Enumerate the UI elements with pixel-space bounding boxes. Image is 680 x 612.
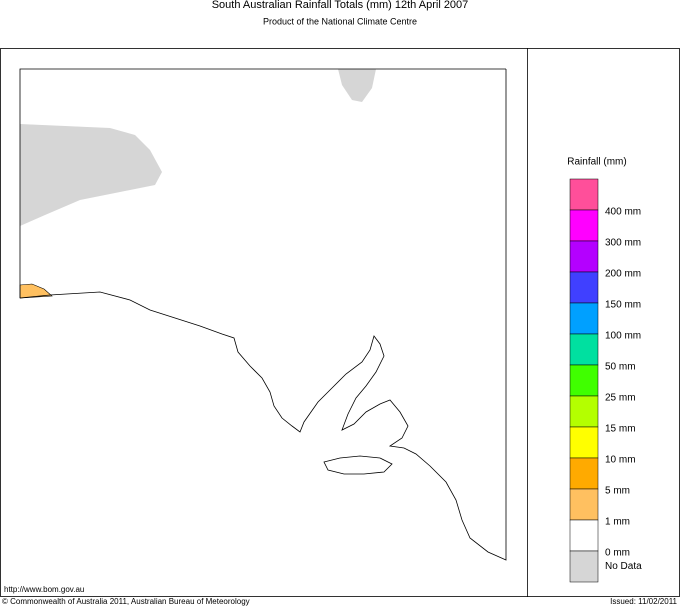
legend-label: 100 mm [605,331,641,342]
legend-label: No Data [605,561,642,572]
legend-label: 300 mm [605,238,641,249]
legend-swatch [569,271,599,304]
legend-swatch [569,302,599,335]
legend-swatch [569,395,599,428]
legend-swatch [569,519,599,552]
legend-swatch [569,240,599,273]
legend-label: 50 mm [605,362,636,373]
legend-label: 150 mm [605,300,641,311]
issued: Issued: 11/02/2011 [610,597,677,606]
legend-swatch [569,550,599,583]
rain-region [19,283,53,299]
kangaroo-island [323,455,393,475]
no-data-region [338,69,376,102]
legend-title: Rainfall (mm) [567,157,626,168]
no-data-region [20,124,162,226]
legend-swatch [569,488,599,521]
legend-label: 400 mm [605,207,641,218]
coastline [19,68,507,561]
subtitle: Product of the National Climate Centre [263,16,417,26]
legend-label: 25 mm [605,393,636,404]
legend-swatch [569,457,599,490]
copyright: © Commonwealth of Australia 2011, Austra… [2,597,250,606]
legend-label: 15 mm [605,424,636,435]
legend-swatch [569,333,599,366]
legend-swatch [569,178,599,211]
legend-swatch [569,209,599,242]
legend-label: 200 mm [605,269,641,280]
legend-label: 5 mm [605,486,630,497]
legend-label: 0 mm [605,548,630,559]
legend-swatch [569,364,599,397]
legend-swatch [569,426,599,459]
legend-label: 1 mm [605,517,630,528]
legend: 400 mm 300 mm 200 mm 150 mm 100 mm 50 mm 25 mm… [569,178,642,583]
url: http://www.bom.gov.au [4,585,84,594]
map [19,68,507,561]
legend-label: 10 mm [605,455,636,466]
title: South Australian Rainfall Totals (mm) 12… [212,0,469,11]
